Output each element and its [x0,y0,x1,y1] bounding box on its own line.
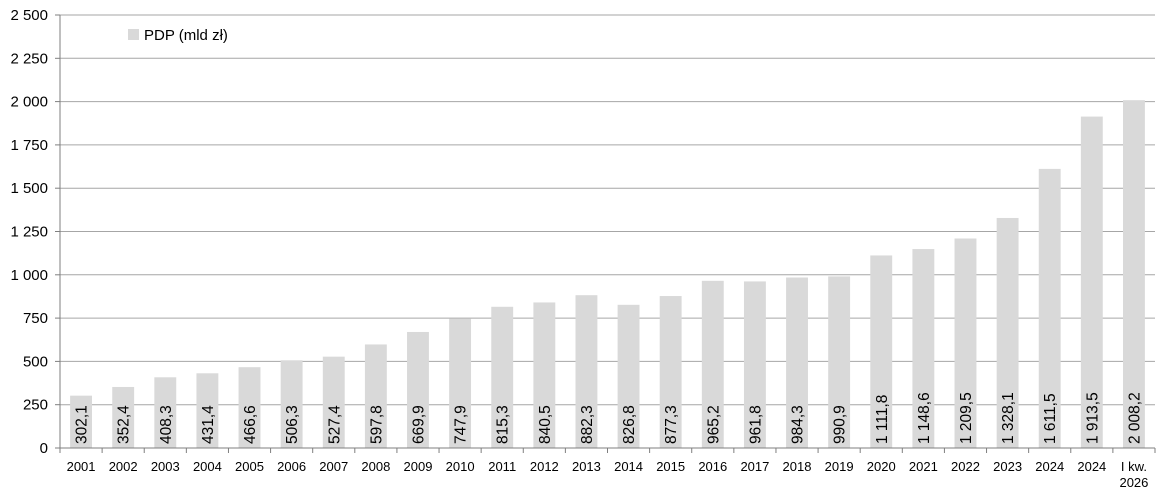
x-tick-label: 2020 [867,459,896,474]
y-axis-tick-labels: 0 250 500 750 1 000 1 250 1 500 1 750 2 000 2 250… [10,7,48,457]
data-label: 1 209,5 [958,392,975,444]
data-label: 669,9 [410,405,427,444]
bar [786,277,808,448]
legend-swatch [128,29,139,40]
data-label: 826,8 [621,405,638,444]
x-tick-label: 2005 [235,459,264,474]
bar [575,295,598,448]
data-label: 352,4 [116,405,133,444]
bar [322,356,345,448]
data-label: 1 111,8 [874,395,891,444]
bar [112,386,135,448]
bar [196,373,219,448]
y-tick-label: 1 000 [10,267,48,284]
bar [701,280,724,448]
x-tick-label: 2008 [361,459,390,474]
data-label: 965,2 [705,405,722,444]
y-tick-label: 750 [23,310,48,327]
y-tick-label: 250 [23,397,48,414]
y-tick-label: 2 250 [10,50,48,67]
x-tick-label: 2014 [614,459,643,474]
bar [743,281,766,448]
y-tick-label: 500 [23,353,48,370]
x-tick-label: 2018 [783,459,812,474]
data-label: 984,3 [790,405,807,444]
x-tick-label: 2012 [530,459,559,474]
data-label: 1 148,6 [916,392,933,444]
x-tick-label: I kw. 2026 [1119,459,1148,490]
data-label: 961,8 [747,405,764,444]
data-label: 1 611,5 [1042,393,1059,444]
bar [659,296,682,448]
bar [280,360,303,448]
x-tick-label: 2024 [1077,459,1106,474]
data-label: 882,3 [579,405,596,444]
bar [449,318,472,448]
data-label: 877,3 [663,405,680,444]
y-tick-label: 1 750 [10,137,48,154]
x-tick-label: 2010 [446,459,475,474]
x-tick-label: 2016 [698,459,727,474]
legend: PDP (mld zł) [128,27,228,44]
y-tick-label: 2 000 [10,94,48,111]
data-label: 597,8 [368,405,385,444]
bar [491,306,514,448]
bars [70,100,1145,449]
data-label: 747,9 [453,405,470,444]
x-tick-label: 2004 [193,459,222,474]
data-label: 1 913,5 [1084,392,1101,444]
x-tick-label: 2015 [656,459,685,474]
bar [70,395,93,448]
x-tick-label: 2021 [909,459,938,474]
axes [55,14,1156,453]
x-axis-tick-labels: 2001 2002 2003 2004 2005 2006 2007 2008 2009 2010… [67,459,1149,490]
x-tick-label: 2017 [740,459,769,474]
x-tick-label: 2007 [319,459,348,474]
data-label: 990,9 [832,405,849,444]
data-label: 506,3 [284,405,301,444]
x-tick-label: 2009 [404,459,433,474]
bar [238,367,261,448]
bar [828,276,851,448]
y-tick-label: 1 500 [10,180,48,197]
bar [870,255,893,448]
data-label: 431,4 [200,405,217,444]
bar [954,238,977,448]
data-label: 2 008,2 [1126,392,1143,444]
y-tick-label: 1 250 [10,224,48,241]
gridlines [60,14,1155,406]
data-label: 840,5 [537,405,554,444]
bar [1038,168,1061,449]
x-tick-label: 2013 [572,459,601,474]
bar [533,302,556,448]
data-label: 408,3 [158,405,175,444]
data-label: 815,3 [495,405,512,444]
data-label: 302,1 [74,405,91,444]
bar [617,304,640,448]
x-tick-label: 2024 [1035,459,1064,474]
bar [1122,100,1145,449]
data-label: 1 328,1 [1000,392,1017,444]
data-labels: 302,1 352,4 408,3 431,4 466,6 506,3 527,4 597,8… [74,392,1144,444]
x-tick-label: 2002 [109,459,138,474]
x-tick-label: 2006 [277,459,306,474]
bar [912,249,935,448]
bar [364,344,387,448]
bar [154,377,177,448]
x-tick-label: 2001 [67,459,96,474]
x-tick-label: 2019 [825,459,854,474]
bar [407,331,429,448]
bar [1080,116,1103,449]
x-tick-label: 2022 [951,459,980,474]
y-tick-label: 2 500 [10,7,48,24]
legend-label: PDP (mld zł) [144,27,228,44]
x-tick-label: 2011 [488,459,516,474]
data-label: 527,4 [326,405,343,444]
y-tick-label: 0 [40,440,48,457]
data-label: 466,6 [242,405,259,444]
x-tick-label: 2003 [151,459,180,474]
x-tick-label: 2023 [993,459,1022,474]
bar [996,217,1019,448]
